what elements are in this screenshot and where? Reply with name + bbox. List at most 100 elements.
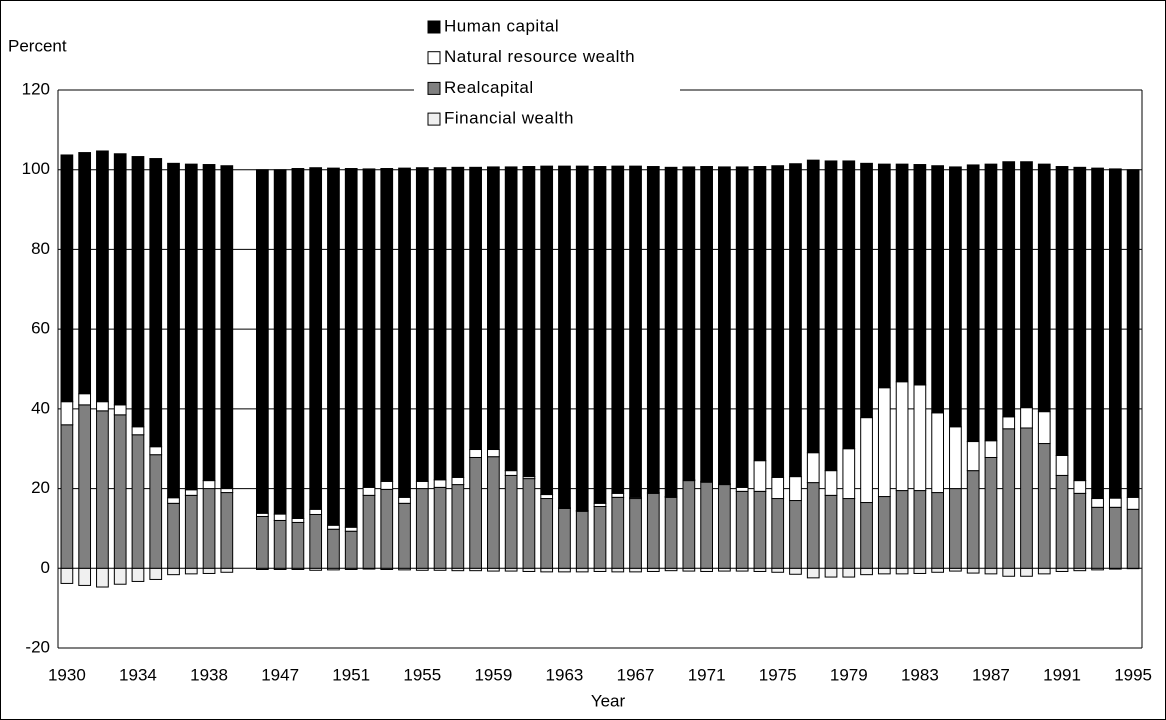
bar-segment — [167, 497, 180, 504]
bar-segment — [718, 166, 731, 485]
bar-segment — [931, 492, 945, 569]
bar-segment — [309, 167, 323, 510]
bar-segment — [380, 480, 394, 490]
bar-segment — [860, 417, 873, 504]
bar-segment — [753, 490, 767, 569]
bar-segment — [984, 440, 998, 458]
bar-segment — [575, 510, 589, 569]
bar-segment — [291, 521, 305, 569]
y-tick-label: 0 — [41, 558, 50, 577]
bar-segment — [398, 502, 411, 569]
bar-segment — [646, 166, 660, 494]
bar-segment — [735, 490, 749, 569]
legend-box — [414, 10, 680, 136]
legend-label: Financial wealth — [444, 109, 574, 128]
bar-segment — [540, 165, 554, 496]
bar-segment — [1108, 497, 1122, 508]
bar-segment — [966, 441, 980, 472]
bar-segment — [984, 456, 998, 569]
bar-segment — [718, 484, 731, 569]
x-tick-label: 1979 — [830, 665, 868, 684]
bar-segment — [895, 163, 909, 383]
bar-segment — [824, 160, 838, 472]
y-tick-label: -20 — [25, 637, 50, 656]
bar-segment — [96, 567, 109, 588]
bar-segment — [149, 454, 163, 569]
bar-segment — [504, 166, 518, 472]
bar-segment — [149, 567, 163, 580]
bar-segment — [167, 567, 180, 576]
bar-segment — [1055, 454, 1069, 476]
bar-segment — [96, 401, 109, 412]
x-tick-label: 1938 — [190, 665, 228, 684]
bar-segment — [96, 410, 109, 569]
bar-segment — [558, 165, 571, 509]
bar-segment — [469, 456, 482, 569]
bar-segment — [664, 166, 678, 498]
bar-segment — [682, 166, 696, 481]
bar-segment — [913, 490, 927, 569]
bar-segment — [309, 513, 323, 569]
bar-segment — [149, 446, 163, 456]
bar-segment — [860, 567, 873, 576]
bar-segment — [504, 474, 518, 569]
bar-segment — [1002, 567, 1016, 577]
bar-segment — [344, 526, 358, 532]
bar-segment — [966, 470, 980, 569]
bar-segment — [753, 460, 767, 492]
bar-segment — [966, 567, 980, 574]
bar-segment — [611, 165, 625, 494]
bar-segment — [344, 530, 358, 569]
bar-segment — [522, 166, 536, 478]
y-tick-label: 100 — [22, 159, 50, 178]
bar-segment — [540, 494, 554, 500]
legend-label: Human capital — [444, 16, 559, 35]
bar-segment — [1002, 416, 1016, 430]
bar-segment — [949, 426, 962, 490]
y-axis-label: Percent — [8, 36, 67, 55]
bar-segment — [558, 508, 571, 569]
bar-segment — [753, 166, 767, 462]
bar-segment — [877, 567, 891, 575]
bar-segment — [575, 165, 589, 511]
bar-segment — [735, 166, 749, 488]
legend-label: Natural resource wealth — [444, 47, 635, 66]
bar-segment — [700, 166, 713, 482]
bar-segment — [184, 489, 198, 496]
y-tick-label: 40 — [31, 398, 50, 417]
bar-segment — [78, 567, 92, 586]
bar-segment — [327, 528, 340, 569]
bar-segment — [113, 414, 127, 569]
bar-segment — [327, 524, 340, 530]
bar-segment — [966, 164, 980, 443]
bar-segment — [1020, 427, 1033, 569]
bar-segment — [771, 165, 785, 478]
bar-segment — [131, 567, 145, 582]
bar-segment — [824, 567, 838, 578]
bar-segment — [522, 478, 536, 569]
bar-segment — [398, 496, 411, 504]
x-tick-label: 1995 — [1114, 665, 1152, 684]
bar-segment — [806, 567, 820, 579]
bar-segment — [931, 412, 945, 494]
bar-segment — [593, 166, 607, 504]
bar-segment — [469, 449, 482, 458]
bar-segment — [1108, 506, 1122, 569]
bar-segment — [735, 486, 749, 492]
bar-segment — [806, 482, 820, 569]
bar-segment — [184, 163, 198, 491]
bar-segment — [469, 166, 482, 451]
bar-segment — [131, 156, 145, 428]
bar-segment — [433, 167, 447, 481]
legend-swatch — [427, 112, 441, 126]
bar-segment — [1108, 168, 1122, 499]
bar-segment — [575, 567, 589, 573]
bar-segment — [1091, 167, 1104, 500]
bar-segment — [451, 476, 465, 486]
bar-segment — [789, 163, 802, 478]
legend-swatch — [427, 20, 441, 34]
x-tick-label: 1991 — [1043, 665, 1081, 684]
bar-segment — [398, 167, 411, 498]
bar-segment — [60, 424, 74, 569]
